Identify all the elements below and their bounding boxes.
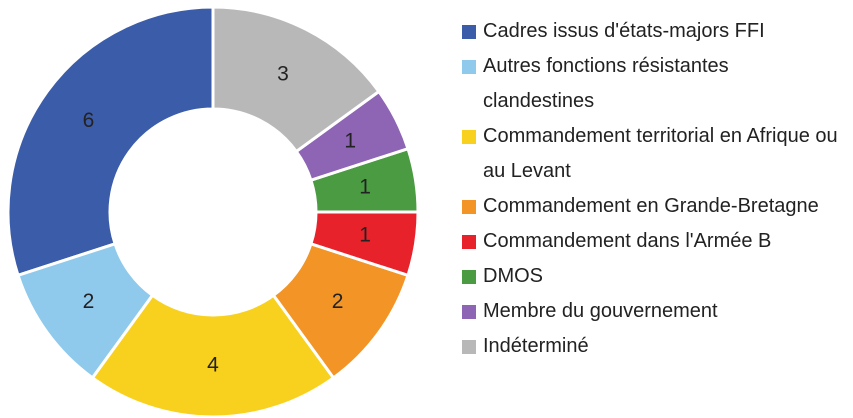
- legend-item: Membre du gouvernement: [462, 294, 847, 329]
- legend-swatch: [462, 235, 476, 249]
- data-label: 3: [277, 62, 289, 85]
- legend-label: Cadres issus d'états-majors FFI: [483, 20, 765, 42]
- data-label: 2: [332, 290, 344, 313]
- data-label: 4: [207, 354, 219, 377]
- legend-label: Commandement dans l'Armée B: [483, 230, 772, 252]
- donut-slice: [211, 5, 381, 154]
- data-label: 1: [344, 130, 356, 153]
- legend-swatch: [462, 200, 476, 214]
- legend-item: Commandement territorial en Afrique ou a…: [462, 119, 847, 189]
- legend-label: Autres fonctions résistantes clandestine…: [483, 55, 729, 112]
- legend-label: Indéterminé: [483, 335, 589, 357]
- legend-label: Commandement territorial en Afrique ou a…: [483, 125, 838, 182]
- data-label: 1: [359, 175, 371, 198]
- legend-item: Commandement en Grande-Bretagne: [462, 189, 847, 224]
- legend-swatch: [462, 305, 476, 319]
- legend-label: Commandement en Grande-Bretagne: [483, 195, 819, 217]
- donut-slice: [16, 241, 155, 380]
- donut-slice: [90, 293, 336, 418]
- donut-slice: [6, 5, 215, 278]
- legend-item: Cadres issus d'états-majors FFI: [462, 14, 847, 49]
- legend-item: Autres fonctions résistantes clandestine…: [462, 49, 847, 119]
- legend-swatch: [462, 130, 476, 144]
- data-label: 2: [83, 290, 95, 313]
- legend: Cadres issus d'états-majors FFI Autres fo…: [462, 14, 847, 364]
- legend-label: DMOS: [483, 265, 543, 287]
- legend-item: Indéterminé: [462, 329, 847, 364]
- legend-swatch: [462, 270, 476, 284]
- legend-label: Membre du gouvernement: [483, 300, 718, 322]
- data-label: 6: [83, 109, 95, 132]
- donut-slice: [294, 89, 410, 183]
- donut-slice: [271, 241, 410, 380]
- donut-slice: [309, 210, 420, 278]
- legend-item: Commandement dans l'Armée B: [462, 224, 847, 259]
- legend-item: DMOS: [462, 259, 847, 294]
- data-label: 1: [359, 224, 371, 247]
- legend-swatch: [462, 340, 476, 354]
- legend-swatch: [462, 25, 476, 39]
- donut-slice: [309, 146, 420, 214]
- legend-swatch: [462, 60, 476, 74]
